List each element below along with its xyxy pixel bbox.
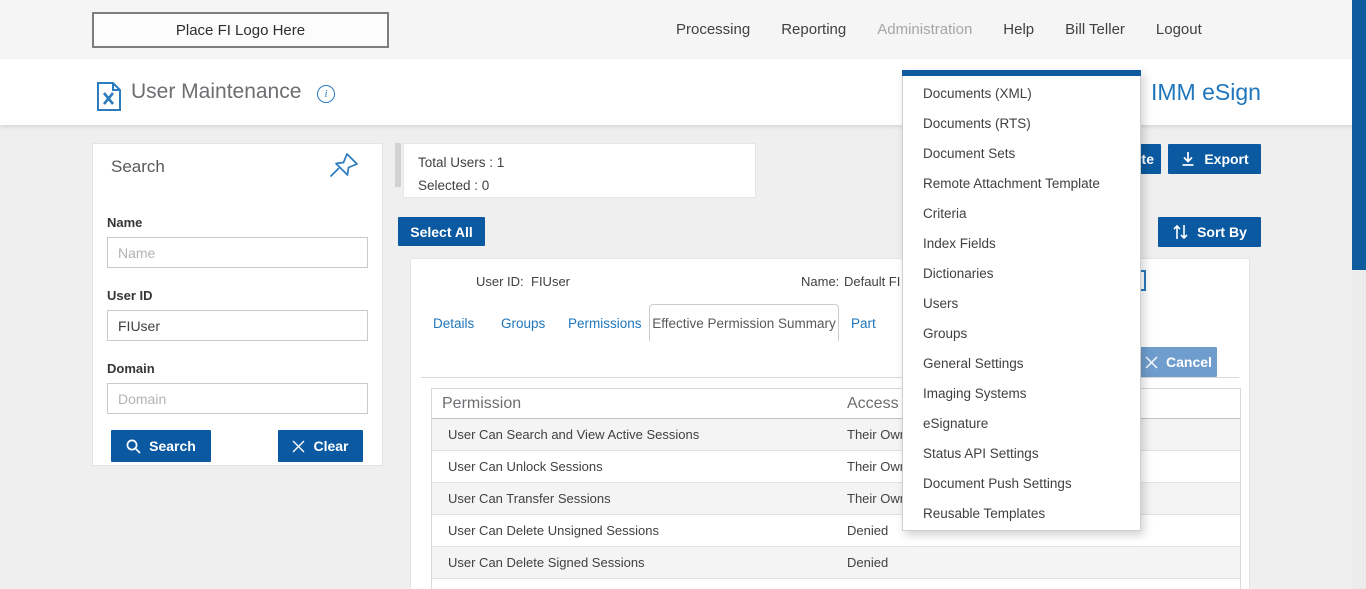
export-button[interactable]: Export xyxy=(1168,144,1261,174)
permission-cell: User Can Transfer Sessions xyxy=(448,491,611,506)
total-users-text: Total Users : 1 xyxy=(418,155,505,170)
menu-item-document-sets[interactable]: Document Sets xyxy=(923,146,1016,161)
menu-item-document-push-settings[interactable]: Document Push Settings xyxy=(923,476,1072,491)
nav-logout[interactable]: Logout xyxy=(1155,21,1202,38)
main-nav: Processing Reporting Administration Help… xyxy=(676,0,1202,59)
administration-dropdown-menu: Documents (XML) Documents (RTS) Document… xyxy=(902,70,1141,531)
card-user-id-label: User ID: xyxy=(476,274,524,289)
tab-partial-hidden[interactable]: Part xyxy=(851,316,876,331)
access-cell: Their Own Sessions Only xyxy=(847,587,1240,589)
menu-item-index-fields[interactable]: Index Fields xyxy=(923,236,996,251)
table-row[interactable]: User Can Archive Sessions Their Own Sess… xyxy=(432,579,1240,589)
export-button-label: Export xyxy=(1204,151,1249,167)
permission-cell: User Can Delete Signed Sessions xyxy=(448,555,645,570)
pin-icon[interactable] xyxy=(328,151,360,183)
info-icon[interactable]: i xyxy=(317,85,335,103)
cancel-button[interactable]: Cancel xyxy=(1140,347,1217,377)
domain-input[interactable] xyxy=(107,383,368,414)
cancel-button-label: Cancel xyxy=(1166,354,1212,370)
card-divider xyxy=(421,377,1239,378)
nav-help[interactable]: Help xyxy=(1003,21,1035,38)
list-scrollbar[interactable] xyxy=(395,143,401,187)
sort-arrows-icon xyxy=(1173,224,1188,240)
tab-permissions[interactable]: Permissions xyxy=(568,316,642,331)
menu-item-remote-attachment-template[interactable]: Remote Attachment Template xyxy=(923,176,1100,191)
clear-button-label: Clear xyxy=(313,438,349,454)
col-permission-header: Permission xyxy=(442,394,522,412)
card-user-id-value: FIUser xyxy=(531,274,570,289)
sort-by-button-label: Sort By xyxy=(1197,224,1247,240)
x-icon xyxy=(292,440,305,452)
menu-item-reusable-templates[interactable]: Reusable Templates xyxy=(923,506,1046,521)
name-input[interactable] xyxy=(107,237,368,268)
name-label: Name xyxy=(107,215,143,230)
cancel-x-icon xyxy=(1145,356,1158,368)
menu-item-esignature[interactable]: eSignature xyxy=(923,416,989,431)
menu-item-general-settings[interactable]: General Settings xyxy=(923,356,1024,371)
permission-cell: User Can Archive Sessions xyxy=(432,587,847,589)
nav-reporting[interactable]: Reporting xyxy=(781,21,847,38)
permission-cell: User Can Unlock Sessions xyxy=(448,459,603,474)
page-title: User Maintenance xyxy=(131,80,302,103)
search-button-label: Search xyxy=(149,438,196,454)
selected-users-text: Selected : 0 xyxy=(418,178,490,193)
user-id-label: User ID xyxy=(107,288,153,303)
select-all-button[interactable]: Select All xyxy=(398,217,485,246)
domain-label: Domain xyxy=(107,361,155,376)
menu-item-documents-xml[interactable]: Documents (XML) xyxy=(923,86,1032,101)
clear-button[interactable]: Clear xyxy=(278,430,363,462)
menu-item-dictionaries[interactable]: Dictionaries xyxy=(923,266,994,281)
sort-by-button[interactable]: Sort By xyxy=(1158,217,1261,247)
menu-item-groups[interactable]: Groups xyxy=(923,326,968,341)
access-cell: Denied xyxy=(847,555,889,570)
menu-item-users[interactable]: Users xyxy=(923,296,959,311)
menu-item-imaging-systems[interactable]: Imaging Systems xyxy=(923,386,1027,401)
top-bar: Place FI Logo Here Processing Reporting … xyxy=(0,0,1366,59)
administration-menu-list: Documents (XML) Documents (RTS) Document… xyxy=(903,76,1140,530)
page-scrollbar-thumb[interactable] xyxy=(1352,0,1366,270)
menu-item-status-api-settings[interactable]: Status API Settings xyxy=(923,446,1039,461)
users-summary-box: Total Users : 1 Selected : 0 xyxy=(403,143,756,198)
user-maintenance-doc-icon xyxy=(97,82,121,111)
search-icon xyxy=(126,439,141,454)
brand-imm-esign: IMM eSign xyxy=(1151,78,1261,105)
search-button[interactable]: Search xyxy=(111,430,211,462)
search-panel-title: Search xyxy=(111,157,165,176)
tab-groups[interactable]: Groups xyxy=(501,316,546,331)
card-name-label: Name: xyxy=(801,274,840,289)
tab-effective-permission-summary[interactable]: Effective Permission Summary xyxy=(649,304,839,341)
permission-cell: User Can Search and View Active Sessions xyxy=(448,427,700,442)
nav-user-bill-teller[interactable]: Bill Teller xyxy=(1065,21,1125,38)
access-cell: Denied xyxy=(847,523,889,538)
search-panel: Search Name User ID Domain Search Clear xyxy=(92,143,383,466)
table-row[interactable]: User Can Delete Signed Sessions Denied xyxy=(432,547,1240,579)
nav-processing[interactable]: Processing xyxy=(676,21,751,38)
menu-accent-bar xyxy=(902,70,1141,76)
permission-cell: User Can Delete Unsigned Sessions xyxy=(448,523,659,538)
menu-item-criteria[interactable]: Criteria xyxy=(923,206,967,221)
menu-item-documents-rts[interactable]: Documents (RTS) xyxy=(923,116,1031,131)
page-scrollbar-track[interactable] xyxy=(1352,0,1366,589)
nav-administration[interactable]: Administration xyxy=(877,21,973,38)
tab-details[interactable]: Details xyxy=(433,316,475,331)
user-id-input[interactable] xyxy=(107,310,368,341)
download-icon xyxy=(1182,152,1194,166)
fi-logo-placeholder: Place FI Logo Here xyxy=(92,12,389,48)
